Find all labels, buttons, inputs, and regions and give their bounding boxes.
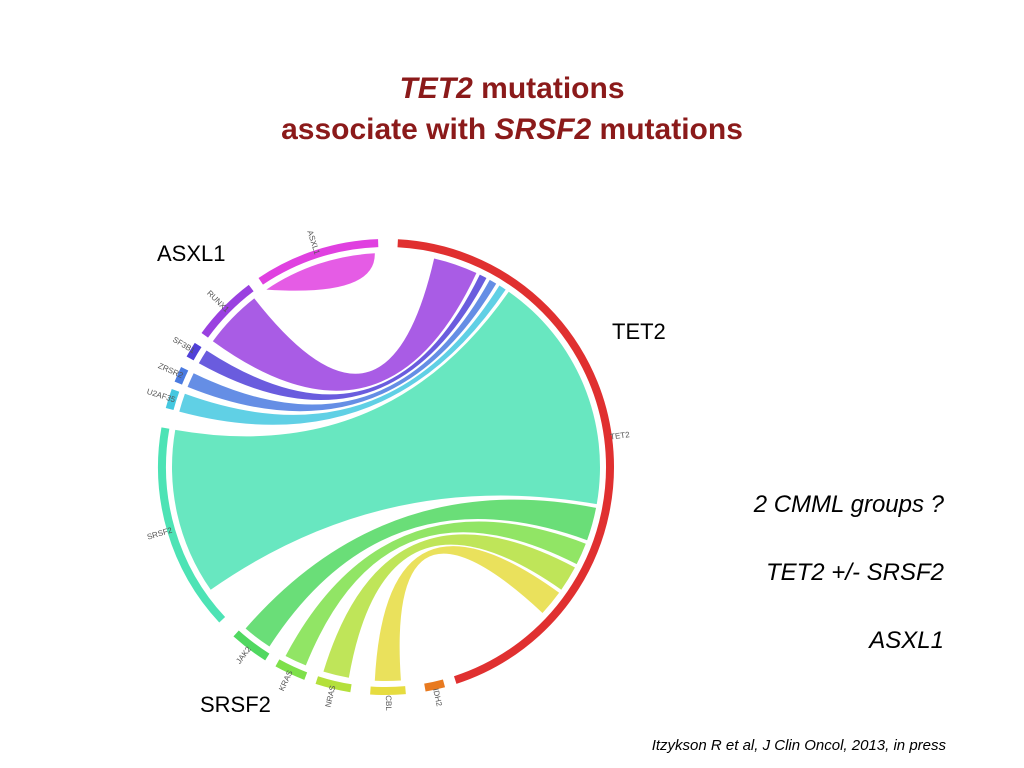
arc-kras (275, 659, 308, 680)
title-gene-srsf2: SRSF2 (494, 113, 592, 146)
arc-cbl (370, 686, 406, 695)
note-asxl1: ASXL1 (869, 627, 944, 654)
ribbon-cbl (374, 546, 560, 681)
arc-nras (315, 676, 352, 693)
title-line-2: associate with SRSF2 mutations (0, 109, 1024, 150)
ribbon-runx1 (212, 258, 477, 391)
ribbon-kras (285, 521, 586, 666)
arc-srsf2 (158, 427, 226, 623)
arc-u2af35 (165, 389, 180, 411)
title-line-1: TET2 mutations (0, 68, 1024, 109)
arc-jak2 (233, 630, 270, 661)
title-line1-rest: mutations (472, 72, 625, 105)
arc-label-sf3b1: SF3B1 (171, 335, 197, 356)
arc-label-idh2: IDH2 (431, 687, 444, 707)
arc-idh2 (424, 679, 446, 692)
arc-label-tet2: TET2 (610, 430, 631, 442)
ribbon-srsf2 (172, 291, 601, 590)
arc-zrsr2 (174, 367, 189, 385)
ribbon-jak2 (245, 499, 597, 647)
ribbon-asxl1 (266, 253, 375, 291)
slide-title: TET2 mutations associate with SRSF2 muta… (0, 68, 1024, 150)
arc-label-srsf2: SRSF2 (146, 526, 174, 542)
callout-tet2: TET2 (612, 319, 666, 344)
note-tet2-srsf2: TET2 +/- SRSF2 (765, 559, 944, 586)
arc-label-zrsr2: ZRSR2 (157, 361, 185, 380)
arc-label-asxl1: ASXL1 (305, 229, 321, 256)
arc-sf3b1 (186, 342, 202, 361)
title-line2-start: associate with (281, 113, 495, 146)
ribbon-u2af35 (179, 285, 506, 425)
arc-label-cbl: CBL (384, 695, 393, 711)
arc-label-nras: NRAS (324, 685, 338, 709)
citation: Itzykson R et al, J Clin Oncol, 2013, in… (651, 737, 946, 754)
arc-runx1 (201, 284, 254, 338)
arc-tet2 (397, 239, 614, 684)
note-cmml-groups: 2 CMML groups ? (753, 491, 944, 518)
arc-asxl1 (258, 239, 379, 285)
ribbon-nras (323, 534, 575, 678)
arc-label-runx1: RUNX1 (205, 289, 231, 315)
arc-label-kras: KRAS (277, 669, 294, 693)
title-gene-tet2: TET2 (399, 72, 473, 105)
title-line2-rest: mutations (591, 113, 743, 146)
callout-asxl1: ASXL1 (157, 241, 226, 266)
callout-srsf2: SRSF2 (200, 692, 271, 717)
